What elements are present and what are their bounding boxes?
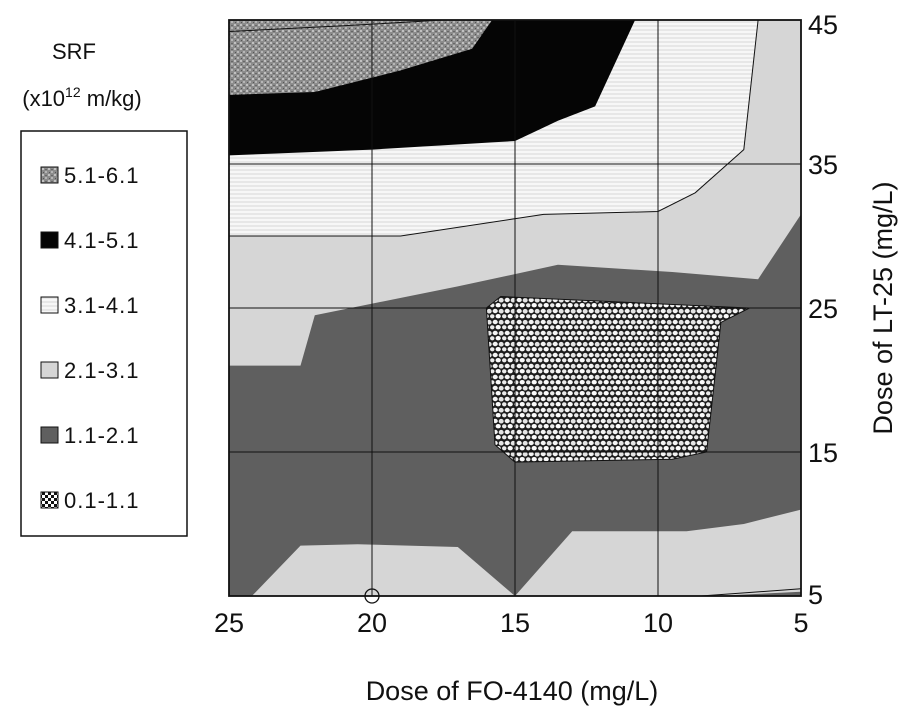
y-axis-ticks: 45 35 25 15 5 <box>808 10 838 610</box>
x-axis-label: Dose of FO-4140 (mg/L) <box>366 676 659 706</box>
y-tick-label-35: 35 <box>808 150 838 180</box>
y-tick-label-5: 5 <box>808 580 823 610</box>
legend-swatch-cells <box>40 491 59 509</box>
y-axis-label: Dose of LT-25 (mg/L) <box>868 181 898 434</box>
legend-swatch-dark-gray <box>40 426 59 444</box>
contour-line-2 <box>700 588 801 596</box>
plot-frame <box>228 19 802 597</box>
legend-swatch-stipple-dark <box>40 166 59 184</box>
legend-label-5.1-6.1: 5.1-6.1 <box>64 163 140 188</box>
x-tick-label-20: 20 <box>357 608 387 638</box>
legend-box <box>20 130 188 537</box>
legend-swatch-white-hatch <box>40 296 59 314</box>
x-tick-label-15: 15 <box>500 608 530 638</box>
legend-unit-prefix: (x10 <box>22 86 65 111</box>
legend-unit: (x1012 m/kg) <box>22 84 142 111</box>
legend-swatch-light-gray <box>40 361 59 379</box>
legend-label-3.1-4.1: 3.1-4.1 <box>64 293 140 318</box>
legend-label-4.1-5.1: 4.1-5.1 <box>64 228 140 253</box>
legend-swatch-solid-black <box>40 231 59 249</box>
y-tick-label-45: 45 <box>808 10 838 40</box>
x-tick-label-5: 5 <box>793 608 808 638</box>
contour-line-1 <box>229 20 444 32</box>
legend-label-0.1-1.1: 0.1-1.1 <box>64 488 140 513</box>
legend-label-1.1-2.1: 1.1-2.1 <box>64 423 140 448</box>
region-5.1-6.1-5 <box>229 20 493 95</box>
legend-label-2.1-3.1: 2.1-3.1 <box>64 358 140 383</box>
legend-unit-exponent: 12 <box>65 84 81 100</box>
legend-title: SRF <box>52 39 96 64</box>
y-tick-label-15: 15 <box>808 438 838 468</box>
x-tick-label-10: 10 <box>643 608 673 638</box>
x-tick-label-25: 25 <box>214 608 244 638</box>
legend-unit-suffix: m/kg) <box>81 86 142 111</box>
y-tick-label-25: 25 <box>808 294 838 324</box>
legend-entries: 5.1-6.1 4.1-5.1 3.1-4.1 2.1-3.1 1.1-2.1 0.1-1… <box>40 163 140 513</box>
x-axis-ticks: 25 20 15 10 5 <box>214 608 809 638</box>
